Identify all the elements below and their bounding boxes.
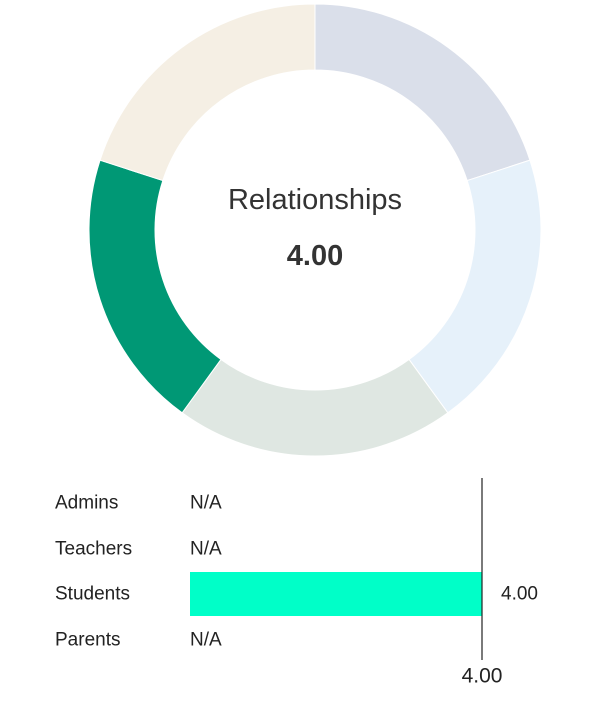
bar-chart: Admins N/A Teachers N/A Students 4.00 Parents N… — [55, 478, 538, 688]
bar-students — [190, 572, 482, 616]
value-label-parents: N/A — [190, 630, 222, 651]
category-label-students: Students — [55, 584, 130, 605]
donut-slice-3 — [181, 358, 449, 457]
x-tick-label-1: 4.00 — [462, 665, 503, 688]
donut-center-value: 4.00 — [286, 240, 344, 272]
donut-center-title: Relationships — [227, 184, 403, 216]
value-label-students: 4.00 — [501, 584, 538, 605]
category-label-admins: Admins — [55, 493, 118, 514]
value-label-teachers: N/A — [190, 539, 222, 560]
donut-slice-5 — [99, 3, 316, 182]
value-label-admins: N/A — [190, 493, 222, 514]
category-label-teachers: Teachers — [55, 539, 132, 560]
donut-slice-1 — [314, 3, 531, 182]
category-label-parents: Parents — [55, 630, 120, 651]
donut-chart — [88, 3, 542, 457]
